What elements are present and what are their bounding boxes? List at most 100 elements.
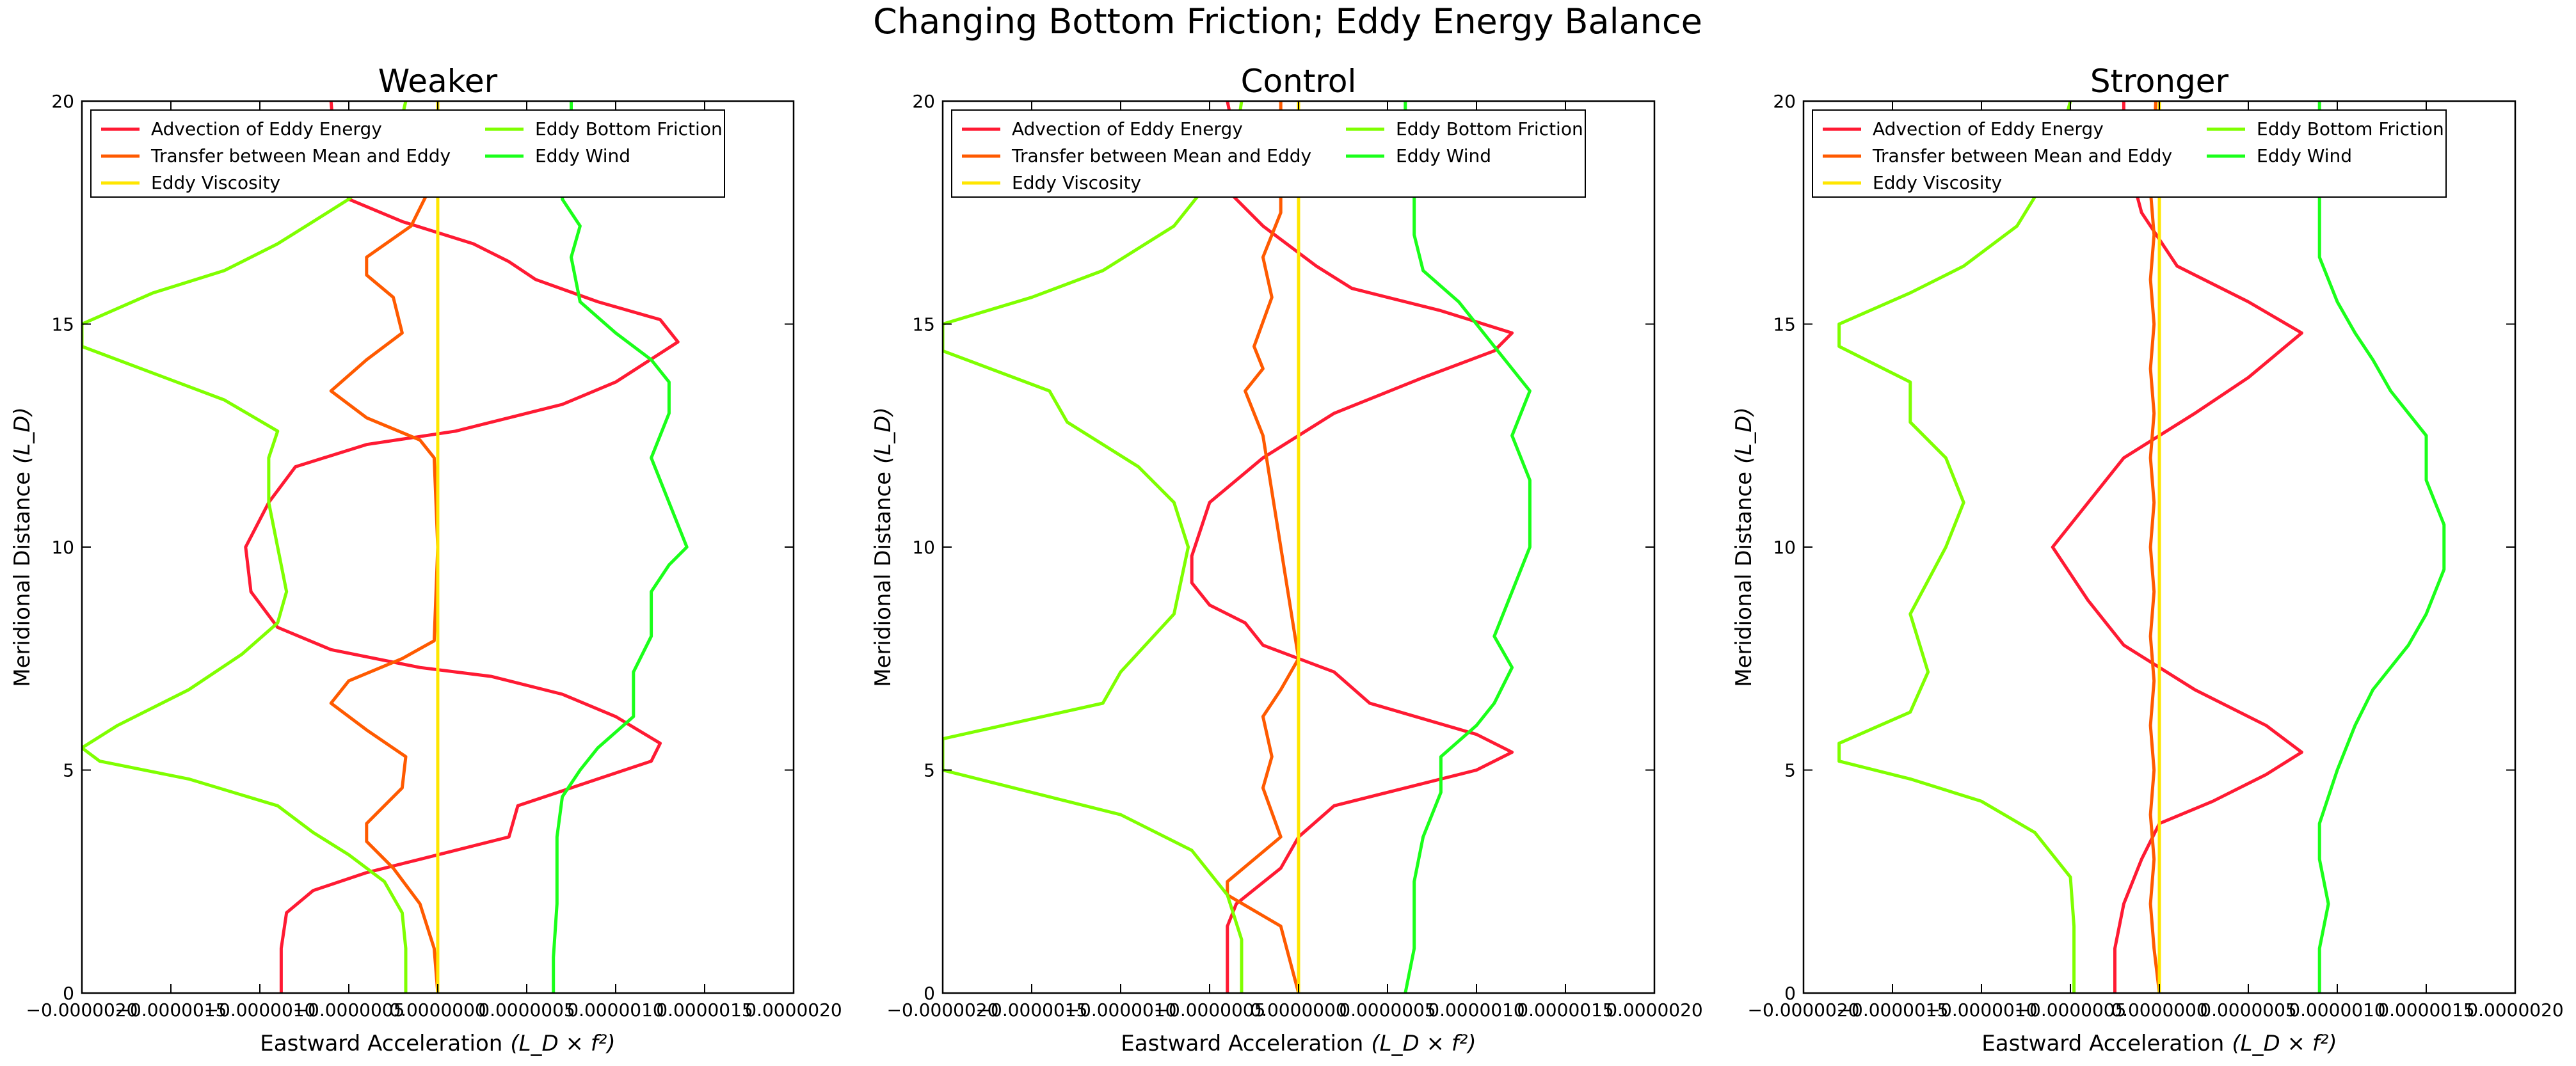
x-tick-label: 0.0000015 (656, 999, 753, 1021)
x-tick-label: −0.0000020 (26, 999, 138, 1021)
x-tick-label: 0.0000020 (2467, 999, 2563, 1021)
y-tick-label: 10 (912, 537, 935, 558)
y-tick-label: 10 (1773, 537, 1796, 558)
panel-stronger: −0.0000020−0.0000015−0.0000010−0.0000005… (1731, 63, 2564, 1056)
panel-title: Weaker (378, 63, 498, 100)
series-lines (943, 101, 1532, 993)
x-tick-label: 0.0000015 (1517, 999, 1613, 1021)
y-axis-label: Meridional Distance (L_D) (870, 407, 896, 687)
y-tick-label: 10 (51, 537, 74, 558)
legend-label-eddy-bottom-friction: Eddy Bottom Friction (1396, 118, 1583, 139)
x-tick-label: 0.0000005 (478, 999, 575, 1021)
panel-title: Control (1241, 63, 1357, 100)
legend: Advection of Eddy Energy Transfer between… (951, 109, 1586, 198)
legend-box (1812, 109, 2447, 198)
x-axis-label-text: Eastward Acceleration (1981, 1031, 2224, 1056)
legend-label-eddy-bottom-friction: Eddy Bottom Friction (535, 118, 723, 139)
series-line-eddy-wind (552, 101, 689, 993)
x-axis-label-text: Eastward Acceleration (1121, 1031, 1363, 1056)
x-axis-label: Eastward Acceleration (L_D × f²) (1121, 1031, 1476, 1056)
x-tick-label: 0.0000015 (2378, 999, 2474, 1021)
y-tick-label: 0 (1784, 983, 1796, 1004)
legend-label-transfer-between-mean-and-eddy: Transfer between Mean and Eddy (1011, 145, 1311, 166)
series-line-eddy-wind (2317, 101, 2446, 993)
series-line-advection-of-eddy-energy (244, 101, 680, 993)
y-axis-label-units: (L_D) (1731, 407, 1757, 464)
series-line-eddy-bottom-friction (1837, 101, 2076, 993)
y-axis-label-text: Meridional Distance (1731, 472, 1757, 687)
y-tick-label: 15 (51, 314, 74, 335)
legend-box (951, 109, 1586, 198)
figure-title: Changing Bottom Friction; Eddy Energy Ba… (873, 1, 1702, 42)
x-tick-label: −0.0000015 (976, 999, 1088, 1021)
legend-label-eddy-wind: Eddy Wind (535, 145, 630, 166)
x-tick-label: 0.0000010 (2289, 999, 2385, 1021)
x-axis-label-units: (L_D × f²) (1371, 1031, 1476, 1056)
x-tick-label: −0.0000010 (1926, 999, 2038, 1021)
legend-label-advection-of-eddy-energy: Advection of Eddy Energy (151, 118, 382, 139)
legend-label-eddy-bottom-friction: Eddy Bottom Friction (2257, 118, 2444, 139)
x-tick-label: −0.0000015 (1837, 999, 1949, 1021)
x-tick-label: −0.0000010 (1065, 999, 1177, 1021)
x-tick-label: 0.0000010 (567, 999, 664, 1021)
legend-label-eddy-wind: Eddy Wind (1396, 145, 1491, 166)
panels: −0.0000020−0.0000015−0.0000010−0.0000005… (10, 63, 2564, 1056)
y-tick-label: 20 (1773, 91, 1796, 112)
x-tick-label: −0.0000020 (1748, 999, 1860, 1021)
y-tick-label: 5 (924, 760, 935, 781)
x-tick-label: 0.0000005 (2200, 999, 2296, 1021)
x-axis-label: Eastward Acceleration (L_D × f²) (260, 1031, 615, 1056)
x-tick-label: 0.0000000 (389, 999, 486, 1021)
y-tick-label: 5 (63, 760, 74, 781)
y-axis-label-units: (L_D) (870, 407, 896, 464)
y-axis-label: Meridional Distance (L_D) (10, 407, 35, 687)
series-lines (82, 101, 689, 993)
x-tick-label: −0.0000020 (887, 999, 999, 1021)
x-tick-label: −0.0000010 (204, 999, 316, 1021)
x-tick-label: −0.0000005 (1154, 999, 1266, 1021)
x-axis-label-units: (L_D × f²) (2232, 1031, 2337, 1056)
x-tick-label: −0.0000005 (293, 999, 405, 1021)
y-tick-label: 0 (924, 983, 935, 1004)
legend-label-eddy-viscosity: Eddy Viscosity (1873, 172, 2002, 193)
y-tick-label: 20 (912, 91, 935, 112)
series-lines (1837, 101, 2446, 993)
x-tick-label: 0.0000010 (1428, 999, 1524, 1021)
legend-box (90, 109, 725, 198)
legend: Advection of Eddy Energy Transfer between… (1812, 109, 2447, 198)
x-tick-label: 0.0000020 (1606, 999, 1702, 1021)
series-line-eddy-bottom-friction (82, 101, 408, 993)
series-line-transfer-between-mean-and-eddy (2148, 101, 2161, 993)
y-axis-label-text: Meridional Distance (10, 472, 35, 687)
x-axis-label-units: (L_D × f²) (510, 1031, 615, 1056)
y-axis-label-text: Meridional Distance (870, 472, 896, 687)
panel-control: −0.0000020−0.0000015−0.0000010−0.0000005… (870, 63, 1703, 1056)
x-axis-label: Eastward Acceleration (L_D × f²) (1981, 1031, 2337, 1056)
legend-label-eddy-viscosity: Eddy Viscosity (1012, 172, 1141, 193)
panel-weaker: −0.0000020−0.0000015−0.0000010−0.0000005… (10, 63, 842, 1056)
series-line-eddy-bottom-friction (943, 101, 1244, 993)
y-tick-label: 0 (63, 983, 74, 1004)
legend-label-transfer-between-mean-and-eddy: Transfer between Mean and Eddy (150, 145, 451, 166)
x-tick-label: 0.0000000 (1250, 999, 1347, 1021)
x-tick-label: −0.0000015 (115, 999, 227, 1021)
x-tick-label: 0.0000020 (745, 999, 842, 1021)
legend: Advection of Eddy Energy Transfer between… (90, 109, 725, 198)
x-tick-label: 0.0000000 (2111, 999, 2207, 1021)
y-tick-label: 20 (51, 91, 74, 112)
y-tick-label: 15 (912, 314, 935, 335)
y-axis-label: Meridional Distance (L_D) (1731, 407, 1757, 687)
y-tick-label: 15 (1773, 314, 1796, 335)
x-axis-label-text: Eastward Acceleration (260, 1031, 502, 1056)
legend-label-advection-of-eddy-energy: Advection of Eddy Energy (1873, 118, 2104, 139)
legend-label-advection-of-eddy-energy: Advection of Eddy Energy (1012, 118, 1243, 139)
y-axis-label-units: (L_D) (10, 407, 35, 464)
legend-label-eddy-viscosity: Eddy Viscosity (151, 172, 280, 193)
x-tick-label: −0.0000005 (2015, 999, 2127, 1021)
series-line-eddy-wind (1404, 101, 1532, 993)
y-tick-label: 5 (1784, 760, 1796, 781)
legend-label-eddy-wind: Eddy Wind (2257, 145, 2352, 166)
x-tick-label: 0.0000005 (1339, 999, 1436, 1021)
legend-label-transfer-between-mean-and-eddy: Transfer between Mean and Eddy (1872, 145, 2172, 166)
